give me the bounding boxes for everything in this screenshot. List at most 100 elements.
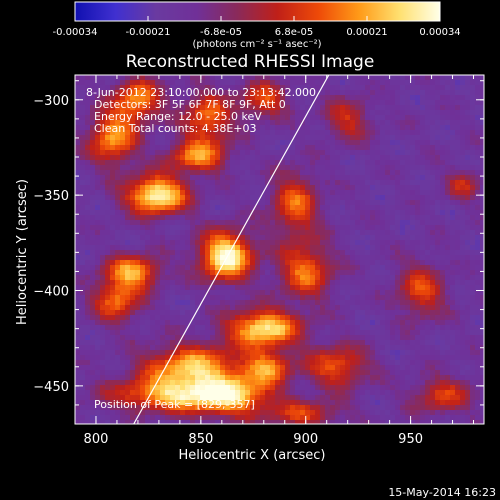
heatmap-cell [375, 295, 380, 300]
heatmap-cell [305, 95, 310, 100]
heatmap-cell [280, 200, 285, 205]
heatmap-cell [410, 210, 415, 215]
heatmap-cell [250, 180, 255, 185]
heatmap-cell [195, 115, 200, 120]
heatmap-cell [120, 315, 125, 320]
heatmap-cell [405, 255, 410, 260]
heatmap-cell [220, 80, 225, 85]
heatmap-cell [105, 105, 110, 110]
colorbar-tick-label: 0.00021 [346, 27, 387, 38]
heatmap-cell [405, 345, 410, 350]
heatmap-cell [270, 230, 275, 235]
heatmap-cell [165, 340, 170, 345]
heatmap-cell [295, 175, 300, 180]
heatmap-cell [120, 275, 125, 280]
heatmap-cell [160, 230, 165, 235]
heatmap-cell [470, 90, 475, 95]
heatmap-cell [365, 120, 370, 125]
heatmap-cell [155, 180, 160, 185]
heatmap-cell [455, 305, 460, 310]
heatmap-cell [100, 205, 105, 210]
heatmap-cell [240, 280, 245, 285]
heatmap-cell [130, 215, 135, 220]
heatmap-cell [325, 120, 330, 125]
heatmap-cell [420, 150, 425, 155]
heatmap-cell [190, 370, 195, 375]
heatmap-cell [240, 170, 245, 175]
heatmap-cell [160, 175, 165, 180]
heatmap-cell [295, 125, 300, 130]
heatmap-cell [430, 300, 435, 305]
heatmap-cell [315, 350, 320, 355]
heatmap-cell [430, 325, 435, 330]
heatmap-cell [355, 330, 360, 335]
heatmap-cell [395, 270, 400, 275]
heatmap-cell [365, 245, 370, 250]
heatmap-cell [325, 350, 330, 355]
heatmap-cell [295, 160, 300, 165]
heatmap-cell [360, 360, 365, 365]
heatmap-cell [415, 125, 420, 130]
heatmap-cell [325, 240, 330, 245]
heatmap-cell [175, 85, 180, 90]
heatmap-cell [215, 240, 220, 245]
heatmap-cell [480, 305, 484, 310]
heatmap-cell [195, 290, 200, 295]
heatmap-cell [85, 105, 90, 110]
heatmap-cell [335, 315, 340, 320]
heatmap-cell [420, 105, 425, 110]
heatmap-cell [130, 315, 135, 320]
heatmap-cell [290, 90, 295, 95]
heatmap-cell [355, 170, 360, 175]
heatmap-cell [140, 290, 145, 295]
heatmap-cell [470, 360, 475, 365]
heatmap-cell [325, 275, 330, 280]
heatmap-cell [190, 350, 195, 355]
heatmap-cell [180, 180, 185, 185]
heatmap-cell [240, 165, 245, 170]
heatmap-cell [80, 275, 85, 280]
heatmap-cell [235, 320, 240, 325]
heatmap-cell [215, 370, 220, 375]
heatmap-cell [215, 355, 220, 360]
heatmap-cell [290, 105, 295, 110]
heatmap-cell [390, 100, 395, 105]
heatmap-cell [475, 290, 480, 295]
heatmap-cell [275, 330, 280, 335]
heatmap-cell [265, 375, 270, 380]
heatmap-cell [340, 295, 345, 300]
heatmap-cell [445, 310, 450, 315]
heatmap-cell [305, 140, 310, 145]
heatmap-cell [145, 250, 150, 255]
heatmap-cell [350, 215, 355, 220]
heatmap-cell [440, 355, 445, 360]
heatmap-cell [420, 120, 425, 125]
heatmap-cell [105, 355, 110, 360]
heatmap-cell [185, 375, 190, 380]
heatmap-cell [280, 170, 285, 175]
heatmap-cell [460, 185, 465, 190]
heatmap-cell [215, 80, 220, 85]
heatmap-cell [355, 265, 360, 270]
heatmap-cell [145, 235, 150, 240]
heatmap-cell [215, 375, 220, 380]
heatmap-cell [305, 355, 310, 360]
heatmap-cell [245, 135, 250, 140]
heatmap-cell [385, 195, 390, 200]
heatmap-cell [310, 190, 315, 195]
heatmap-cell [465, 265, 470, 270]
heatmap-cell [395, 85, 400, 90]
heatmap-cell [340, 75, 345, 80]
heatmap-cell [475, 370, 480, 375]
heatmap-cell [480, 175, 484, 180]
heatmap-cell [440, 95, 445, 100]
heatmap-cell [280, 80, 285, 85]
heatmap-cell [440, 215, 445, 220]
heatmap-cell [385, 200, 390, 205]
heatmap-cell [160, 160, 165, 165]
heatmap-cell [310, 230, 315, 235]
heatmap-cell [95, 135, 100, 140]
heatmap-cell [205, 325, 210, 330]
heatmap-cell [275, 355, 280, 360]
heatmap-cell [170, 200, 175, 205]
